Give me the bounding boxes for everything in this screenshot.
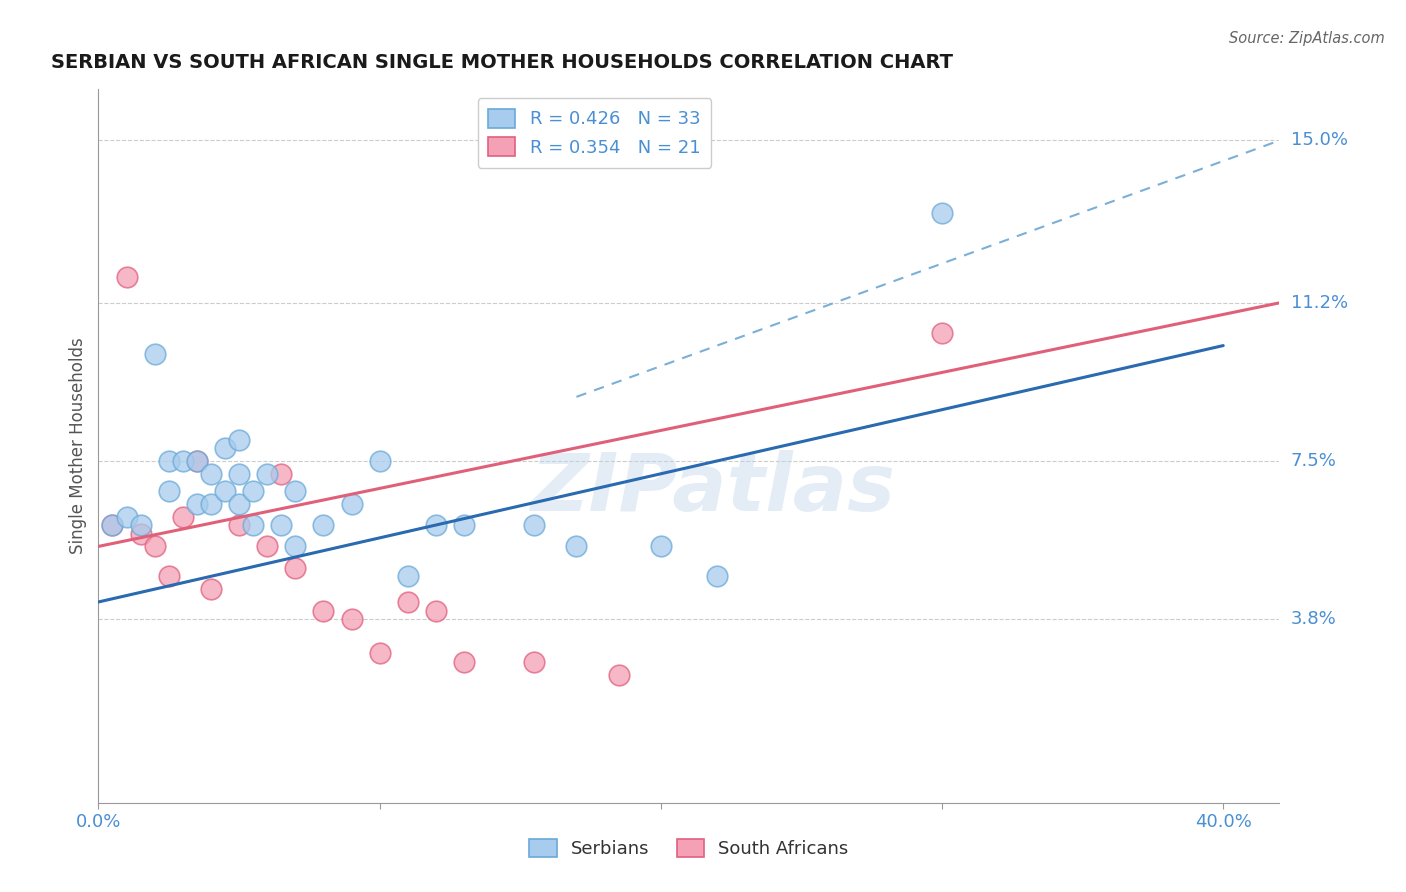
Point xyxy=(284,483,307,498)
Point xyxy=(172,509,194,524)
Point xyxy=(186,497,208,511)
Point xyxy=(115,509,138,524)
Point xyxy=(228,497,250,511)
Point xyxy=(129,518,152,533)
Point xyxy=(453,655,475,669)
Point xyxy=(200,467,222,481)
Point xyxy=(214,483,236,498)
Point xyxy=(312,603,335,617)
Point xyxy=(256,467,278,481)
Point xyxy=(129,526,152,541)
Y-axis label: Single Mother Households: Single Mother Households xyxy=(69,338,87,554)
Point xyxy=(607,667,630,681)
Point xyxy=(270,518,292,533)
Point xyxy=(368,454,391,468)
Point xyxy=(101,518,124,533)
Text: Source: ZipAtlas.com: Source: ZipAtlas.com xyxy=(1229,31,1385,46)
Point xyxy=(200,582,222,596)
Point xyxy=(312,518,335,533)
Point xyxy=(284,540,307,554)
Point xyxy=(214,441,236,455)
Point xyxy=(706,569,728,583)
Point xyxy=(396,595,419,609)
Text: 3.8%: 3.8% xyxy=(1291,610,1336,628)
Point xyxy=(115,270,138,285)
Point xyxy=(368,646,391,660)
Legend: R = 0.426   N = 33, R = 0.354   N = 21: R = 0.426 N = 33, R = 0.354 N = 21 xyxy=(478,98,711,168)
Point xyxy=(284,561,307,575)
Point xyxy=(143,347,166,361)
Text: 11.2%: 11.2% xyxy=(1291,293,1348,312)
Point xyxy=(270,467,292,481)
Point xyxy=(157,569,180,583)
Point xyxy=(242,483,264,498)
Point xyxy=(931,326,953,340)
Point xyxy=(931,206,953,220)
Point xyxy=(172,454,194,468)
Point xyxy=(228,467,250,481)
Point xyxy=(143,540,166,554)
Point xyxy=(650,540,672,554)
Text: ZIPatlas: ZIPatlas xyxy=(530,450,896,528)
Point xyxy=(256,540,278,554)
Text: 7.5%: 7.5% xyxy=(1291,452,1337,470)
Point xyxy=(340,497,363,511)
Point xyxy=(157,483,180,498)
Point xyxy=(200,497,222,511)
Point xyxy=(157,454,180,468)
Point xyxy=(523,518,546,533)
Point xyxy=(242,518,264,533)
Point xyxy=(101,518,124,533)
Point xyxy=(228,433,250,447)
Point xyxy=(340,612,363,626)
Point xyxy=(523,655,546,669)
Point xyxy=(186,454,208,468)
Point xyxy=(396,569,419,583)
Point xyxy=(228,518,250,533)
Point xyxy=(186,454,208,468)
Point xyxy=(425,603,447,617)
Point xyxy=(453,518,475,533)
Point xyxy=(425,518,447,533)
Text: 15.0%: 15.0% xyxy=(1291,131,1347,150)
Text: SERBIAN VS SOUTH AFRICAN SINGLE MOTHER HOUSEHOLDS CORRELATION CHART: SERBIAN VS SOUTH AFRICAN SINGLE MOTHER H… xyxy=(51,54,953,72)
Point xyxy=(565,540,588,554)
